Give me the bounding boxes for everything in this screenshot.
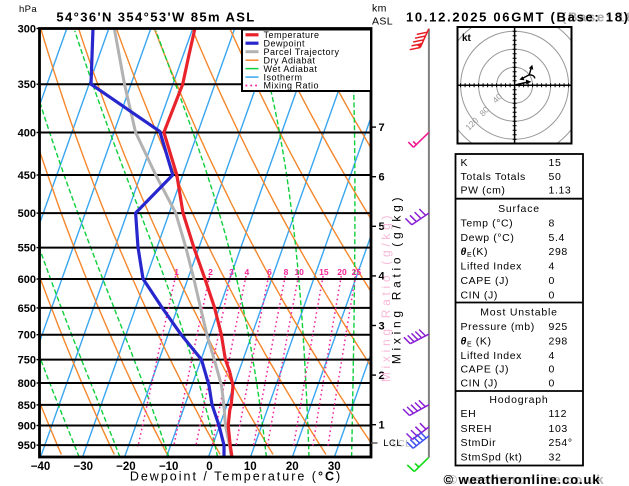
svg-text:PW (cm): PW (cm) (461, 185, 506, 197)
svg-text:6: 6 (267, 267, 272, 277)
svg-text:1: 1 (174, 267, 179, 277)
svg-text:112: 112 (549, 408, 568, 420)
svg-text:300: 300 (18, 23, 36, 35)
svg-text:8: 8 (284, 267, 289, 277)
svg-text:10.12.2025 06GMT (Base: 18): 10.12.2025 06GMT (Base: 18) (406, 10, 629, 25)
svg-text:254°: 254° (549, 437, 573, 449)
svg-text:4: 4 (379, 271, 386, 283)
svg-text:StmDir: StmDir (461, 437, 497, 449)
svg-text:925: 925 (549, 321, 568, 333)
svg-text:Mixing Ratio: Mixing Ratio (264, 81, 320, 91)
svg-text:θE (K): θE (K) (461, 335, 492, 348)
svg-text:20: 20 (337, 267, 347, 277)
svg-text:54°36'N 354°53'W 85m ASL: 54°36'N 354°53'W 85m ASL (56, 10, 255, 25)
svg-text:hPa: hPa (19, 4, 37, 15)
svg-text:© weatheronline.co.uk: © weatheronline.co.uk (443, 472, 600, 486)
svg-text:Wet Adiabat: Wet Adiabat (264, 64, 318, 74)
svg-text:4: 4 (549, 260, 555, 272)
svg-text:Most Unstable: Most Unstable (480, 307, 558, 319)
svg-text:0: 0 (206, 461, 212, 473)
svg-text:10: 10 (244, 461, 257, 473)
svg-text:© weatheronline.co.uk: © weatheronline.co.uk (447, 472, 604, 486)
svg-text:Isotherm: Isotherm (264, 72, 303, 82)
svg-text:4: 4 (549, 350, 555, 362)
svg-text:K: K (461, 157, 469, 169)
svg-text:(Base: 18): (Base: 18) (562, 10, 629, 25)
svg-text:30: 30 (328, 461, 341, 473)
svg-text:20: 20 (286, 461, 299, 473)
svg-text:6: 6 (379, 172, 385, 184)
svg-text:900: 900 (18, 420, 36, 432)
svg-text:Parcel Trajectory: Parcel Trajectory (264, 47, 340, 57)
svg-text:CIN (J): CIN (J) (461, 378, 498, 390)
svg-text:5: 5 (379, 221, 385, 233)
svg-text:Hodograph: Hodograph (489, 394, 548, 406)
svg-text:kt: kt (462, 33, 472, 44)
svg-text:EH: EH (461, 408, 477, 420)
svg-text:103: 103 (549, 423, 568, 435)
svg-text:−10: −10 (159, 461, 179, 473)
svg-text:−30: −30 (74, 461, 94, 473)
svg-text:Dewpoint / Temperature (°C): Dewpoint / Temperature (°C) (130, 470, 342, 484)
svg-text:km: km (372, 3, 387, 15)
svg-text:4: 4 (245, 267, 250, 277)
svg-text:Totals Totals: Totals Totals (461, 171, 526, 183)
svg-text:15: 15 (319, 267, 329, 277)
svg-text:1.13: 1.13 (549, 185, 572, 197)
svg-text:LCL: LCL (392, 438, 411, 449)
svg-text:800: 800 (18, 378, 36, 390)
svg-text:15: 15 (549, 157, 562, 169)
svg-text:650: 650 (18, 303, 36, 315)
svg-text:CIN (J): CIN (J) (461, 289, 498, 301)
svg-text:Dry Adiabat: Dry Adiabat (264, 55, 316, 65)
svg-text:CAPE (J): CAPE (J) (461, 275, 510, 287)
svg-text:Pressure (mb): Pressure (mb) (461, 321, 535, 333)
svg-text:298: 298 (549, 335, 568, 347)
svg-text:750: 750 (18, 355, 36, 367)
svg-text:Temperature: Temperature (264, 30, 320, 40)
svg-text:5.4: 5.4 (549, 232, 565, 244)
svg-text:50: 50 (549, 171, 562, 183)
svg-text:Dewp (°C): Dewp (°C) (461, 232, 515, 244)
svg-text:2: 2 (208, 267, 213, 277)
svg-text:0: 0 (549, 275, 555, 287)
svg-text:400: 400 (18, 127, 36, 139)
svg-text:350: 350 (18, 79, 36, 91)
svg-text:−40: −40 (31, 461, 51, 473)
svg-text:700: 700 (18, 330, 36, 342)
svg-text:7: 7 (379, 122, 385, 134)
svg-text:Temp (°C): Temp (°C) (461, 218, 514, 230)
svg-text:−20: −20 (116, 461, 136, 473)
svg-text:ASL: ASL (372, 16, 393, 28)
svg-text:CAPE (J): CAPE (J) (461, 364, 510, 376)
svg-text:Mixing Ratio (g/kg): Mixing Ratio (g/kg) (390, 194, 404, 364)
svg-text:StmSpd (kt): StmSpd (kt) (461, 451, 523, 463)
svg-text:0: 0 (549, 364, 555, 376)
svg-text:2: 2 (379, 370, 385, 382)
svg-text:950: 950 (18, 440, 36, 452)
svg-text:450: 450 (18, 170, 36, 182)
svg-text:3: 3 (229, 267, 234, 277)
svg-text:1: 1 (379, 420, 385, 432)
svg-text:298: 298 (549, 246, 568, 258)
svg-text:SREH: SREH (461, 423, 493, 435)
svg-text:550: 550 (18, 243, 36, 255)
svg-text:25: 25 (352, 267, 362, 277)
svg-text:Lifted Index: Lifted Index (461, 350, 523, 362)
svg-text:Surface: Surface (498, 203, 540, 215)
svg-text:0: 0 (549, 289, 555, 301)
svg-text:Mixing Ratio (g/kg): Mixing Ratio (g/kg) (379, 212, 393, 382)
svg-text:850: 850 (18, 400, 36, 412)
svg-text:Lifted Index: Lifted Index (461, 260, 523, 272)
svg-text:Dewpoint: Dewpoint (264, 39, 306, 49)
svg-text:3: 3 (379, 320, 385, 332)
svg-text:32: 32 (549, 451, 562, 463)
svg-text:LCL: LCL (383, 438, 402, 449)
svg-text:600: 600 (18, 274, 36, 286)
svg-text:10: 10 (294, 267, 304, 277)
svg-text:θE(K): θE(K) (461, 246, 489, 259)
svg-text:8: 8 (549, 218, 555, 230)
svg-text:500: 500 (18, 208, 36, 220)
svg-text:0: 0 (549, 378, 555, 390)
